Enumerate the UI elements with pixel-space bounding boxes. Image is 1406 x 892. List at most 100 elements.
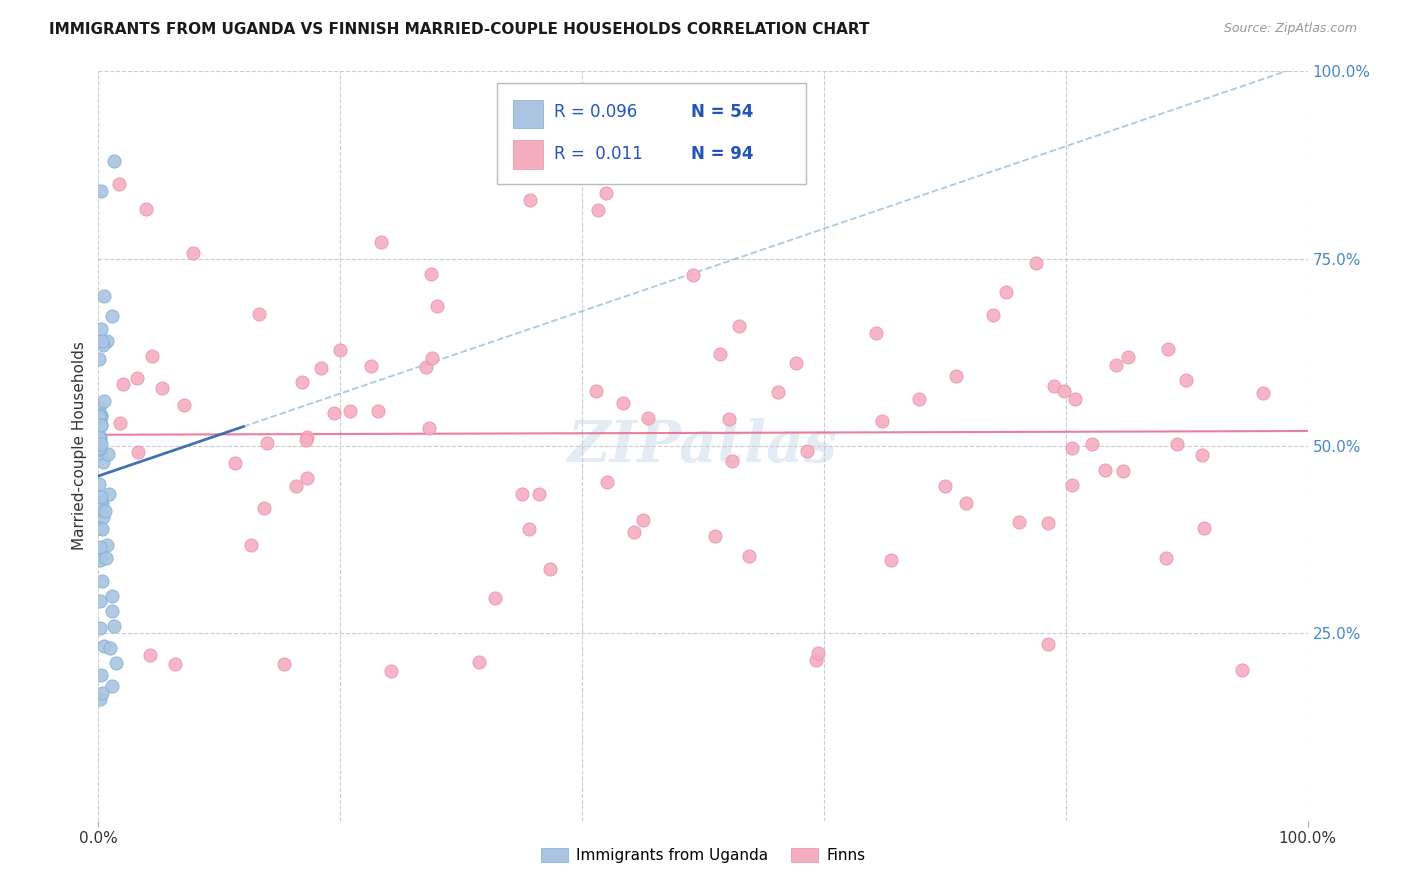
Point [1175, 373, 1198, 387]
Point [709, 347, 731, 361]
Point [1112, 464, 1135, 478]
Point [728, 319, 751, 334]
Bar [513, 140, 543, 169]
Point [285, 479, 308, 493]
Point [1191, 449, 1213, 463]
Point [90, 409, 112, 424]
Point [945, 369, 967, 384]
Point [517, 522, 540, 536]
Point [273, 657, 295, 671]
Point [111, 376, 134, 391]
Point [529, 487, 551, 501]
Point [103, 154, 125, 169]
Point [90, 417, 112, 432]
Point [87, 441, 110, 455]
Point [141, 349, 163, 363]
Point [1081, 437, 1104, 451]
Point [955, 496, 977, 510]
Point [89, 553, 111, 567]
Point [89, 501, 111, 516]
Point [1007, 515, 1029, 529]
Point [865, 326, 887, 340]
Legend: Immigrants from Uganda, Finns: Immigrants from Uganda, Finns [534, 842, 872, 869]
Point [717, 412, 740, 426]
Point [135, 202, 157, 216]
Point [585, 384, 607, 398]
Point [1043, 379, 1066, 393]
Point [297, 430, 319, 444]
Point [367, 403, 389, 417]
Point [467, 655, 489, 669]
Point [510, 486, 533, 500]
Point [1094, 463, 1116, 477]
Point [807, 646, 830, 660]
Point [91, 686, 114, 700]
Point [89, 430, 111, 444]
Point [1053, 384, 1076, 398]
Point [595, 186, 617, 200]
Point [1156, 342, 1178, 356]
Point [90, 668, 112, 682]
Point [91, 574, 114, 588]
Point [138, 648, 160, 662]
Point [309, 360, 332, 375]
Bar [513, 100, 543, 128]
Point [256, 435, 278, 450]
Point [380, 664, 402, 678]
Text: ZIPatlas: ZIPatlas [568, 417, 838, 475]
Text: R =  0.011: R = 0.011 [554, 145, 643, 162]
Point [98, 641, 121, 656]
Point [785, 355, 807, 369]
Point [1025, 256, 1047, 270]
Point [94, 551, 117, 566]
Point [631, 513, 654, 527]
Point [104, 657, 127, 671]
Point [484, 591, 506, 606]
Point [295, 471, 318, 485]
Point [90, 417, 112, 432]
Point [89, 540, 111, 554]
Point [89, 408, 111, 422]
Point [588, 203, 610, 218]
Point [1038, 638, 1060, 652]
Point [1154, 551, 1177, 566]
Point [224, 456, 246, 470]
Point [682, 268, 704, 283]
Point [87, 352, 110, 367]
Point [253, 500, 276, 515]
Text: N = 94: N = 94 [690, 145, 754, 162]
Point [90, 322, 112, 336]
Point [90, 184, 112, 198]
Point [181, 245, 204, 260]
Point [87, 409, 110, 423]
Point [908, 392, 931, 406]
Point [415, 359, 437, 374]
Point [89, 692, 111, 706]
Point [93, 639, 115, 653]
Point [90, 442, 112, 457]
Text: Source: ZipAtlas.com: Source: ZipAtlas.com [1223, 22, 1357, 36]
Point [1063, 392, 1085, 406]
Point [538, 562, 561, 576]
Point [247, 307, 270, 321]
Point [108, 416, 131, 430]
Point [519, 193, 541, 207]
Point [1060, 442, 1083, 456]
Point [934, 479, 956, 493]
Text: R = 0.096: R = 0.096 [554, 103, 637, 120]
Point [100, 604, 122, 618]
Point [370, 235, 392, 250]
Point [89, 521, 111, 535]
Point [96, 334, 118, 349]
Point [323, 406, 346, 420]
Point [152, 381, 174, 395]
Point [107, 177, 129, 191]
Point [103, 619, 125, 633]
Point [1232, 663, 1254, 677]
Point [89, 430, 111, 444]
Text: N = 54: N = 54 [690, 103, 754, 120]
Point [880, 553, 903, 567]
Point [87, 477, 110, 491]
Point [1038, 516, 1060, 531]
Point [87, 401, 110, 415]
